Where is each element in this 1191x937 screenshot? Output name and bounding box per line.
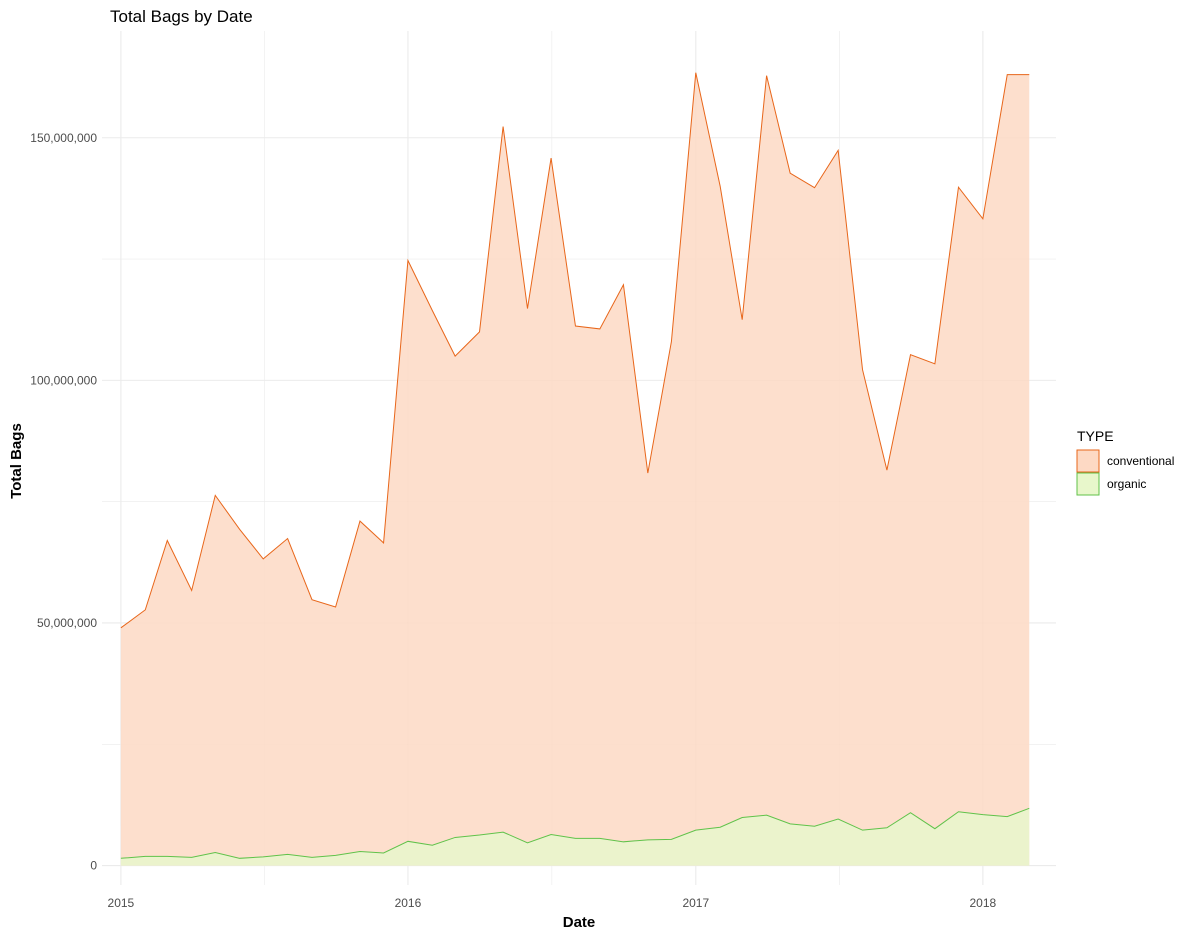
y-tick-label: 0 xyxy=(90,859,97,873)
legend-label-organic: organic xyxy=(1107,477,1146,491)
legend-key-conventional xyxy=(1076,449,1100,473)
chart-title: Total Bags by Date xyxy=(110,7,253,26)
legend-key-organic xyxy=(1076,472,1100,496)
line-conventional xyxy=(120,72,1030,629)
area-organic xyxy=(120,808,1030,866)
y-tick-label: 150,000,000 xyxy=(30,131,97,145)
x-tick-label: 2018 xyxy=(970,896,997,910)
line-organic xyxy=(120,807,1030,859)
area-conventional xyxy=(120,72,1030,866)
legend-label-conventional: conventional xyxy=(1107,454,1174,468)
y-tick-label: 100,000,000 xyxy=(30,373,97,387)
x-tick-label: 2015 xyxy=(108,896,135,910)
legend: TYPE conventional organic xyxy=(1076,428,1174,496)
area-series xyxy=(120,72,1030,866)
y-tick-label: 50,000,000 xyxy=(37,616,97,630)
x-axis-tick-labels: 2015 2016 2017 2018 xyxy=(108,896,997,910)
legend-title: TYPE xyxy=(1077,428,1114,444)
y-axis-tick-labels: 0 50,000,000 100,000,000 150,000,000 xyxy=(30,131,97,873)
y-axis-title: Total Bags xyxy=(8,423,25,499)
x-tick-label: 2017 xyxy=(682,896,709,910)
x-axis-title: Date xyxy=(563,914,596,931)
x-tick-label: 2016 xyxy=(395,896,422,910)
